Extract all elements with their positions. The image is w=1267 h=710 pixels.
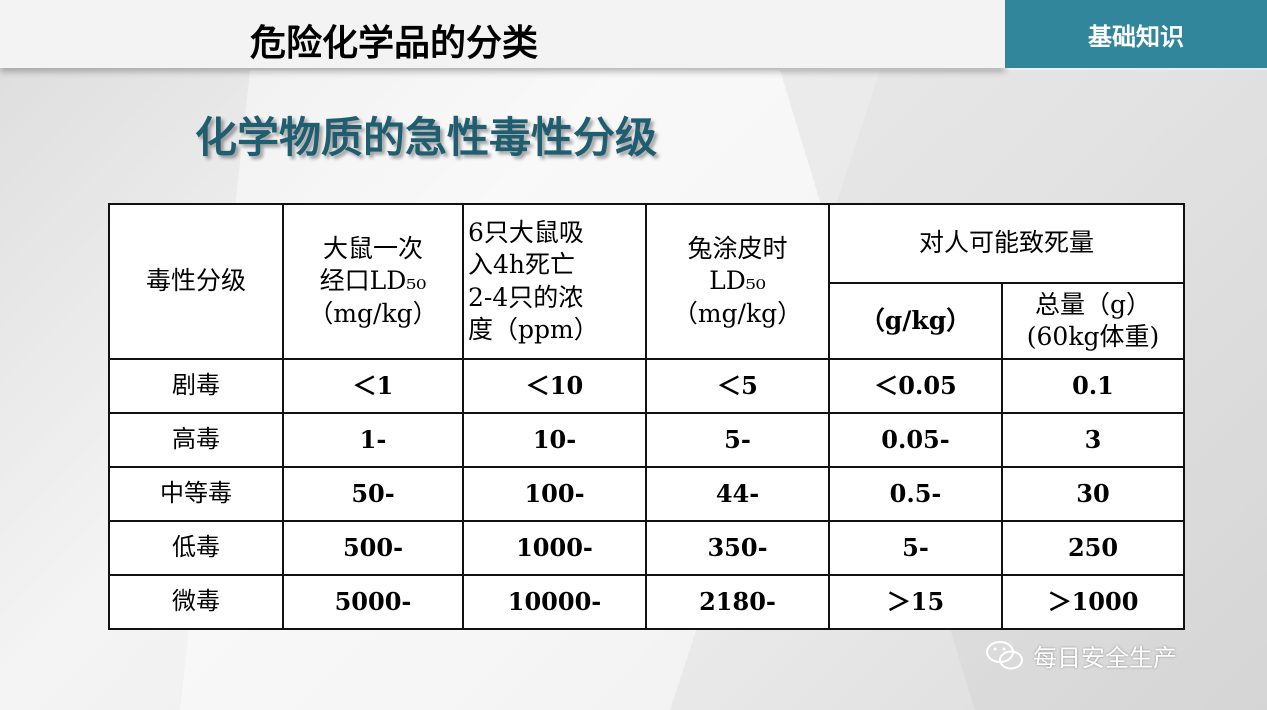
header-human-gkg: （g/kg） <box>828 282 1003 360</box>
header-oral: 大鼠一次 经口LD₅₀ （mg/kg） <box>282 203 464 360</box>
value-cell: 2180- <box>645 574 830 630</box>
value-cell: ＜0.05 <box>828 358 1003 414</box>
header-human: 对人可能致死量 <box>828 203 1185 284</box>
value-cell: 1- <box>282 412 464 468</box>
section-tag: 基础知识 <box>1005 0 1267 68</box>
slide-subtitle: 化学物质的急性毒性分级 <box>195 113 658 162</box>
value-cell: ＞15 <box>828 574 1003 630</box>
header-title: 危险化学品的分类 <box>250 23 539 64</box>
value-cell: 10000- <box>462 574 647 630</box>
grade-cell: 剧毒 <box>108 358 284 414</box>
header-grade: 毒性分级 <box>108 203 284 360</box>
table-row: 中等毒 50- 100- 44- 0.5- 30 <box>108 466 1185 522</box>
table-row: 低毒 500- 1000- 350- 5- 250 <box>108 520 1185 576</box>
value-cell: ＜1 <box>282 358 464 414</box>
header-skin: 兔涂皮时 LD₅₀ （mg/kg） <box>645 203 830 360</box>
value-cell: ＜10 <box>462 358 647 414</box>
value-cell: 0.5- <box>828 466 1003 522</box>
value-cell: 44- <box>645 466 830 522</box>
value-cell: 500- <box>282 520 464 576</box>
header-inhale: 6只大鼠吸 入4h死亡 2-4只的浓 度（ppm） <box>462 203 647 360</box>
table-row: 微毒 5000- 10000- 2180- ＞15 ＞1000 <box>108 574 1185 630</box>
value-cell: 250 <box>1001 520 1185 576</box>
grade-cell: 高毒 <box>108 412 284 468</box>
value-cell: 5- <box>645 412 830 468</box>
value-cell: 0.05- <box>828 412 1003 468</box>
value-cell: 100- <box>462 466 647 522</box>
header-human-total: 总量（g） (60kg体重) <box>1001 282 1185 360</box>
value-cell: 350- <box>645 520 830 576</box>
value-cell: 5- <box>828 520 1003 576</box>
value-cell: 10- <box>462 412 647 468</box>
value-cell: ＜5 <box>645 358 830 414</box>
value-cell: 3 <box>1001 412 1185 468</box>
value-cell: 50- <box>282 466 464 522</box>
value-cell: 1000- <box>462 520 647 576</box>
value-cell: 0.1 <box>1001 358 1185 414</box>
grade-cell: 中等毒 <box>108 466 284 522</box>
table-row: 剧毒 ＜1 ＜10 ＜5 ＜0.05 0.1 <box>108 358 1185 414</box>
grade-cell: 微毒 <box>108 574 284 630</box>
watermark: 每日安全生产 <box>985 638 1177 673</box>
grade-cell: 低毒 <box>108 520 284 576</box>
table-row: 高毒 1- 10- 5- 0.05- 3 <box>108 412 1185 468</box>
wechat-icon <box>986 640 1023 669</box>
watermark-text: 每日安全生产 <box>1033 644 1177 672</box>
toxicity-table: 毒性分级 大鼠一次 经口LD₅₀ （mg/kg） 6只大鼠吸 入4h死亡 2-4只的浓度… <box>108 203 1185 630</box>
value-cell: 5000- <box>282 574 464 630</box>
value-cell: 30 <box>1001 466 1185 522</box>
header-bar: 危险化学品的分类 <box>0 0 1005 68</box>
value-cell: ＞1000 <box>1001 574 1185 630</box>
